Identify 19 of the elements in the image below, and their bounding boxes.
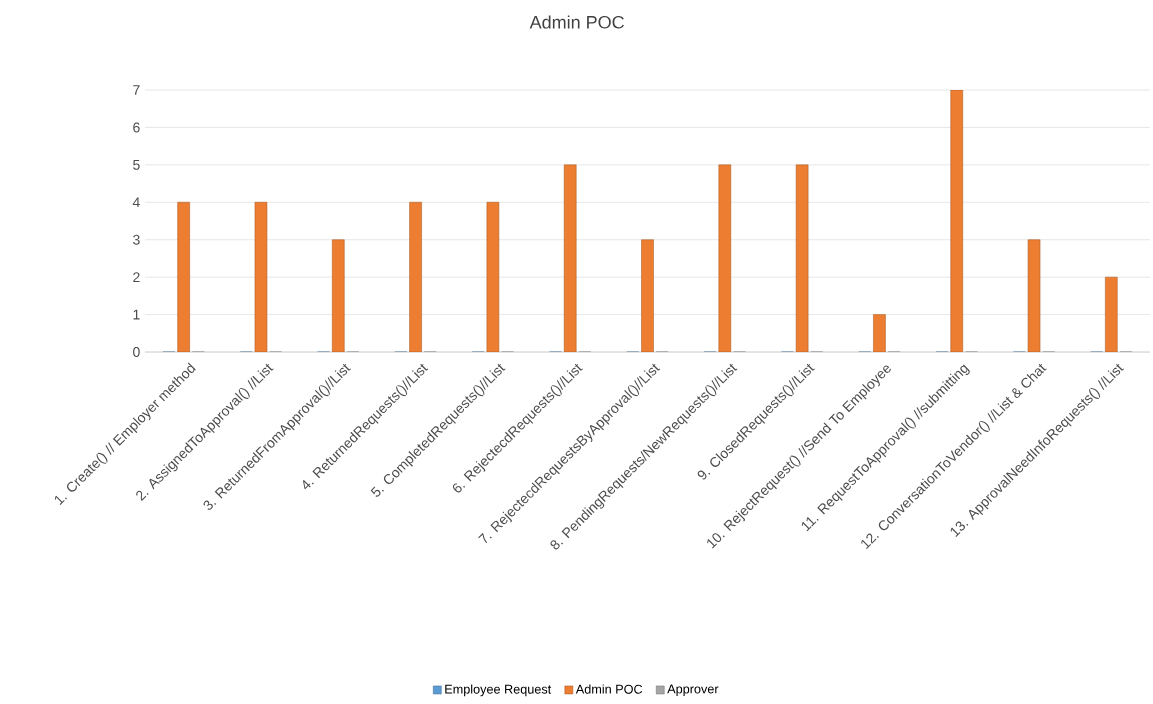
y-tick-label: 5 bbox=[133, 160, 140, 170]
bar bbox=[409, 202, 422, 352]
y-tick-label: 7 bbox=[133, 85, 140, 95]
legend-label: Approver bbox=[667, 684, 719, 696]
bar bbox=[950, 90, 964, 352]
chart-title: Admin POC bbox=[529, 15, 624, 29]
legend-label: Employee Request bbox=[445, 684, 552, 697]
y-tick-label: 3 bbox=[133, 234, 140, 245]
bar bbox=[177, 202, 190, 352]
y-tick-label: 2 bbox=[133, 272, 140, 283]
bar bbox=[641, 239, 654, 352]
bar bbox=[563, 164, 577, 352]
bar bbox=[718, 164, 732, 352]
legend-label: Admin POC bbox=[575, 684, 643, 694]
y-tick-label: 4 bbox=[132, 197, 140, 208]
bar bbox=[332, 239, 345, 352]
y-tick-label: 6 bbox=[133, 122, 140, 133]
y-tick-label: 0 bbox=[133, 347, 140, 357]
y-tick-label: 1 bbox=[133, 309, 140, 320]
